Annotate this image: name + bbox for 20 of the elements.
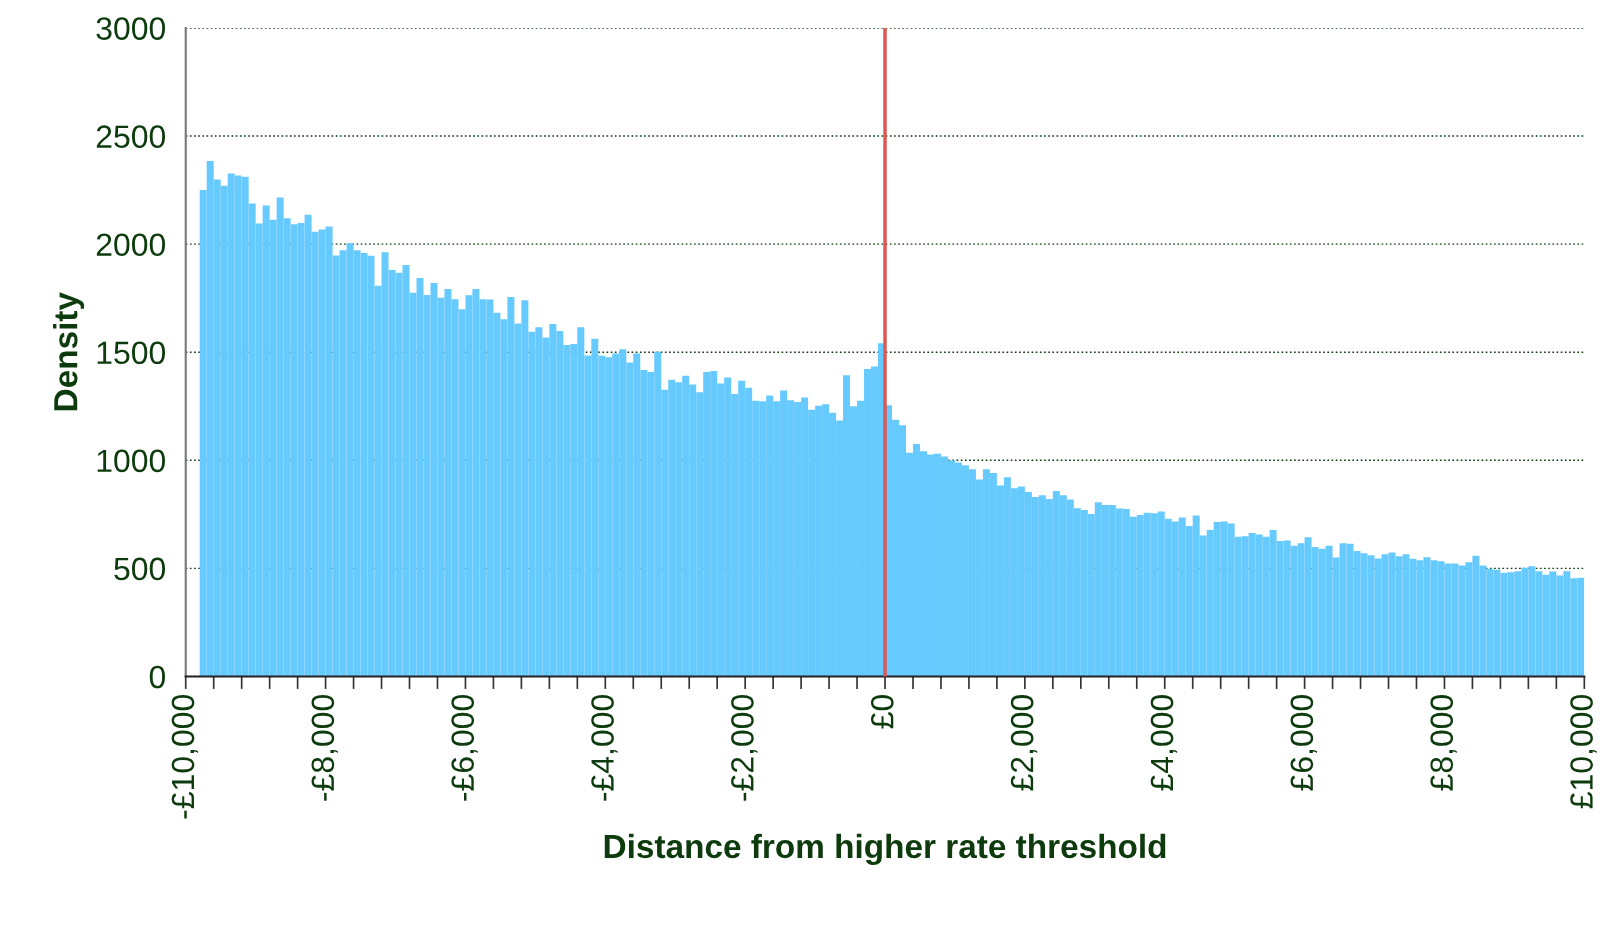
y-tick-label: 500: [114, 557, 166, 581]
x-tick-label: -£4,000: [591, 695, 618, 801]
x-tick-label: £10,000: [1570, 695, 1597, 809]
x-tick-label: -£10,000: [171, 695, 199, 819]
x-tick-label: -£8,000: [311, 695, 338, 801]
y-tick-label: 3000: [96, 17, 166, 40]
x-tick-label: £2,000: [1010, 695, 1038, 791]
y-tick-label: 1000: [97, 449, 166, 473]
x-tick-label: £0: [870, 695, 894, 729]
x-axis-title: Distance from higher rate threshold: [604, 833, 1166, 865]
y-tick-label: 1500: [97, 341, 166, 365]
y-tick-label: 0: [149, 665, 166, 689]
y-tick-label: 2500: [96, 125, 166, 148]
x-tick-label: £6,000: [1290, 695, 1317, 791]
y-tick-label: 2000: [96, 233, 166, 257]
y-axis-title: Density: [53, 292, 85, 411]
x-tick-label: -£6,000: [451, 695, 478, 801]
x-tick-label: £4,000: [1150, 695, 1178, 791]
x-tick-label: -£2,000: [731, 695, 758, 801]
x-tick-label: £8,000: [1430, 695, 1457, 791]
